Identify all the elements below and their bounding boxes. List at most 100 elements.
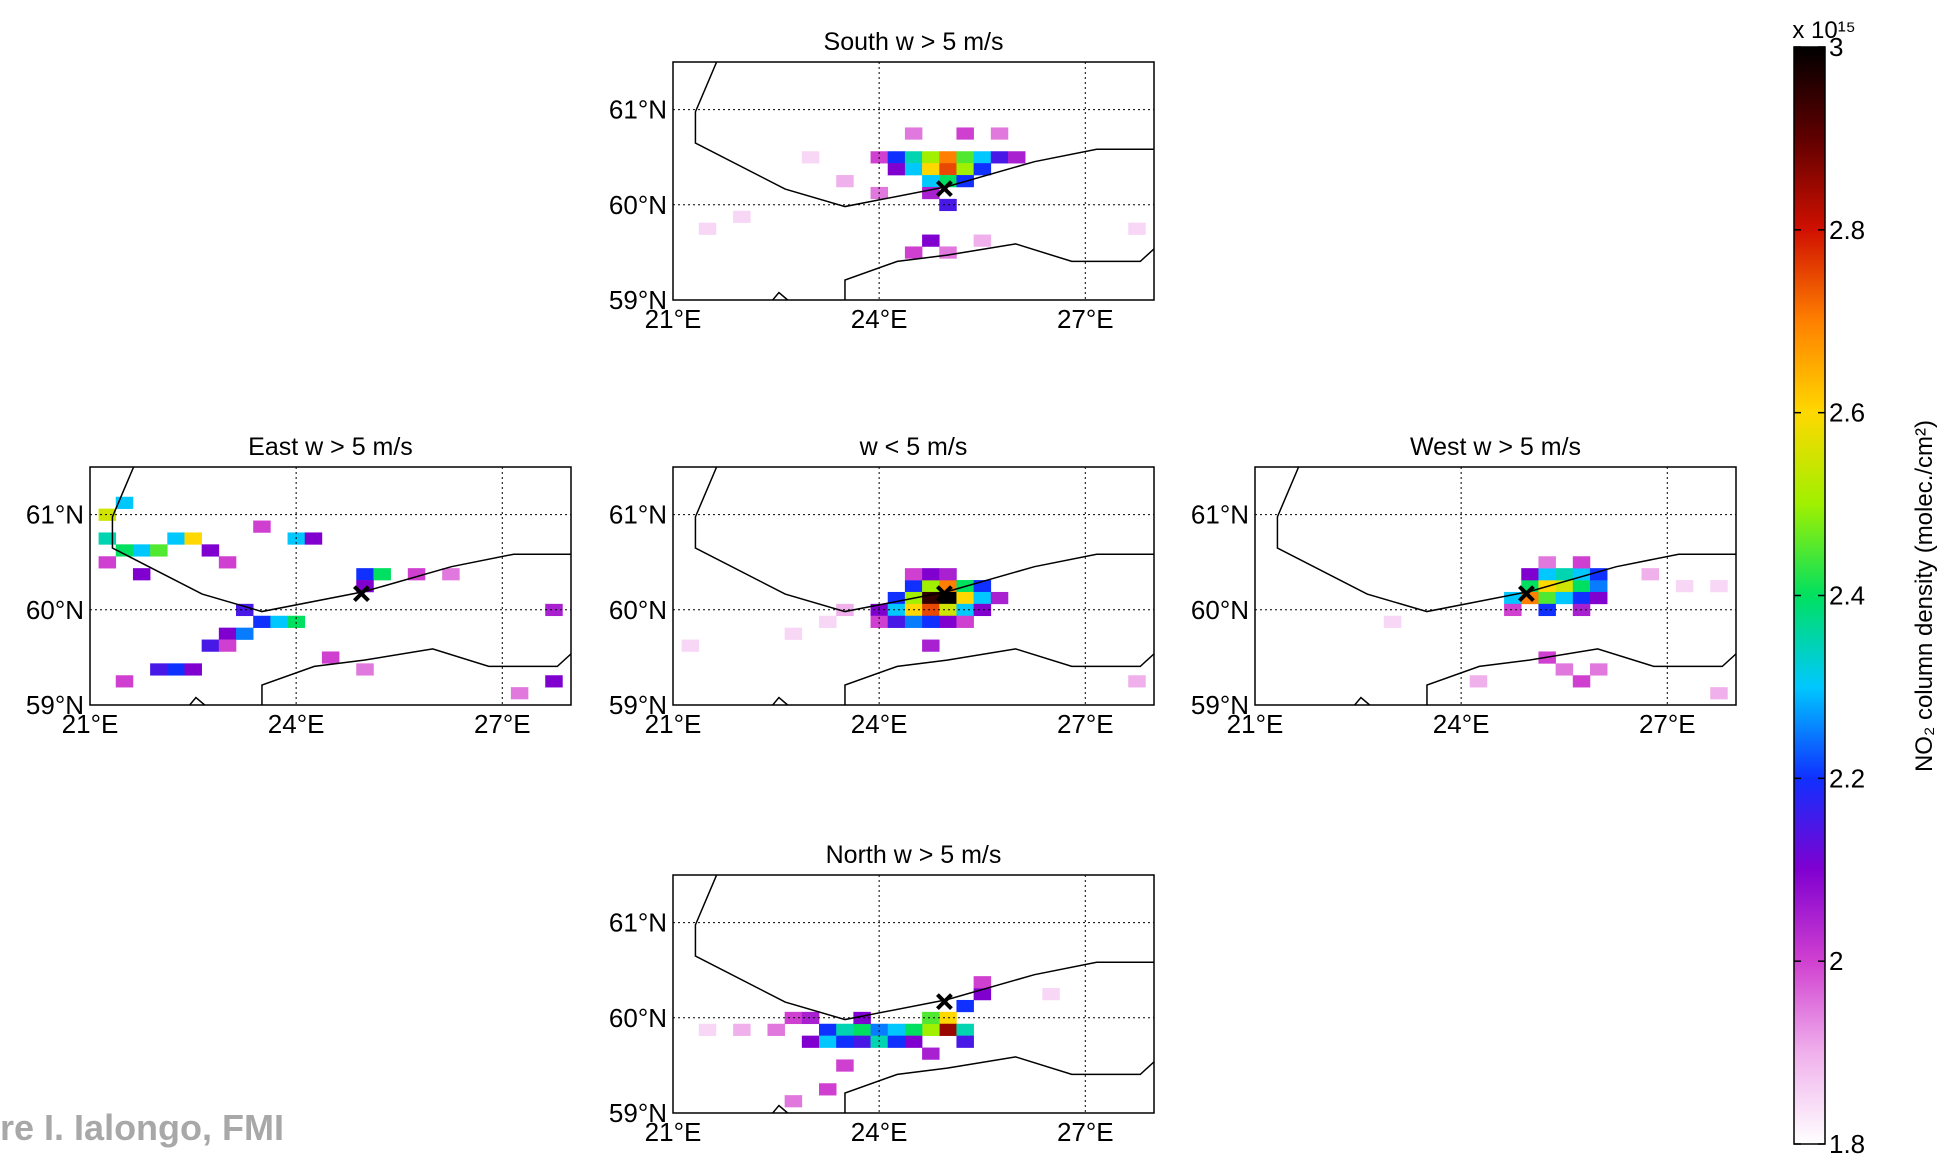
heat-cell bbox=[698, 1023, 717, 1036]
heat-cell bbox=[1128, 222, 1146, 235]
heat-cell bbox=[956, 1023, 974, 1036]
heat-cell bbox=[218, 627, 237, 640]
heat-cell bbox=[1383, 615, 1402, 628]
map-panel: South w > 5 m/s 21°E 24°E 27°E 59°N 60°N 61°N bbox=[609, 28, 1155, 334]
heat-cell bbox=[767, 1023, 785, 1036]
heat-cell bbox=[1675, 580, 1694, 593]
axes-frame bbox=[672, 61, 1155, 301]
plot-area bbox=[90, 467, 571, 705]
heat-cell bbox=[287, 615, 306, 628]
x-tick-label: 27°E bbox=[1057, 304, 1114, 334]
heat-cell bbox=[1572, 556, 1591, 569]
colorbar-tick-label: 1.8 bbox=[1829, 1129, 1865, 1159]
heat-cell bbox=[304, 532, 323, 545]
heat-cell bbox=[904, 1023, 923, 1036]
heat-cell bbox=[236, 627, 254, 640]
heat-cell bbox=[1641, 568, 1659, 581]
colorbar-tick-label: 2.8 bbox=[1829, 215, 1865, 245]
panel-title: South w > 5 m/s bbox=[824, 28, 1004, 56]
heat-cell bbox=[904, 580, 923, 593]
heat-cell bbox=[1538, 568, 1556, 581]
y-tick-label: 61°N bbox=[609, 908, 667, 938]
heat-cell bbox=[218, 639, 237, 652]
heat-cell bbox=[1555, 568, 1574, 581]
heat-cell bbox=[819, 615, 837, 628]
y-tick-label: 60°N bbox=[1191, 595, 1249, 625]
heat-cell bbox=[1572, 591, 1591, 605]
heat-cell bbox=[150, 544, 168, 557]
heat-cell bbox=[373, 568, 391, 581]
heat-cell bbox=[939, 151, 957, 164]
heat-cell bbox=[356, 663, 374, 676]
heat-cell bbox=[1504, 603, 1522, 617]
plot-area bbox=[673, 467, 1154, 705]
heat-cell bbox=[990, 151, 1009, 164]
axes-frame bbox=[672, 874, 1155, 1114]
heat-cell bbox=[922, 580, 940, 593]
heat-cell bbox=[887, 163, 906, 176]
heat-cell bbox=[510, 687, 529, 700]
heat-cell bbox=[1555, 663, 1574, 676]
heat-cell bbox=[939, 163, 957, 176]
heat-cell bbox=[236, 603, 254, 617]
panel-title: West w > 5 m/s bbox=[1410, 433, 1581, 461]
colorbar-tick-label: 2.2 bbox=[1829, 763, 1865, 793]
heat-cell bbox=[545, 675, 563, 688]
heat-cell bbox=[1589, 580, 1608, 593]
x-tick-label: 24°E bbox=[1433, 709, 1490, 739]
heat-cell bbox=[819, 1023, 837, 1036]
heat-cell bbox=[853, 1035, 871, 1048]
heat-cell bbox=[973, 603, 992, 617]
heat-cell bbox=[973, 976, 992, 989]
heat-cell bbox=[939, 615, 957, 628]
panel-title: w < 5 m/s bbox=[859, 433, 968, 461]
map-panel: West w > 5 m/s 21°E 24°E 27°E 59°N 60°N 61°N bbox=[1191, 433, 1737, 739]
y-tick-label: 61°N bbox=[26, 500, 84, 530]
heat-cell bbox=[836, 1023, 854, 1036]
y-tick-label: 59°N bbox=[26, 690, 84, 720]
heat-cell bbox=[887, 1023, 906, 1036]
heat-cell bbox=[201, 639, 220, 652]
colorbar-exponent: x 10¹⁵ bbox=[1792, 17, 1855, 44]
heat-cell bbox=[956, 163, 974, 176]
heat-cell bbox=[904, 615, 923, 628]
heat-cell bbox=[150, 663, 168, 676]
x-tick-label: 27°E bbox=[474, 709, 531, 739]
heat-cell bbox=[681, 639, 700, 652]
axes-frame bbox=[89, 466, 572, 706]
heat-cell bbox=[887, 615, 906, 628]
heat-cell bbox=[1128, 675, 1146, 688]
x-tick-label: 24°E bbox=[851, 1117, 908, 1147]
heat-cell bbox=[356, 580, 374, 593]
heat-cell bbox=[784, 1095, 803, 1108]
heat-cell bbox=[904, 568, 923, 581]
x-tick-label: 21°E bbox=[645, 304, 702, 334]
x-tick-label: 24°E bbox=[851, 304, 908, 334]
heat-cell bbox=[922, 163, 940, 176]
heat-cell bbox=[819, 1035, 837, 1048]
x-tick-label: 21°E bbox=[645, 709, 702, 739]
heat-cell bbox=[836, 1059, 854, 1072]
heat-cell bbox=[184, 532, 202, 545]
heat-cell bbox=[545, 603, 563, 617]
heat-cell bbox=[1469, 675, 1488, 688]
heat-cell bbox=[904, 1035, 923, 1048]
heat-cell bbox=[922, 1047, 940, 1060]
heat-cell bbox=[115, 675, 134, 688]
y-tick-label: 61°N bbox=[1191, 500, 1249, 530]
heat-cell bbox=[184, 663, 202, 676]
map-panel: East w > 5 m/s 21°E 24°E 27°E 59°N 60°N 61°N bbox=[26, 433, 572, 739]
heat-cell bbox=[1572, 580, 1591, 593]
heat-cell bbox=[1538, 603, 1556, 617]
heat-cell bbox=[356, 568, 374, 581]
heat-cell bbox=[939, 246, 957, 259]
heat-cell bbox=[939, 175, 957, 188]
heat-cell bbox=[1538, 591, 1556, 605]
plot-area bbox=[1255, 467, 1736, 705]
heat-cell bbox=[887, 151, 906, 164]
heat-cell bbox=[1589, 663, 1608, 676]
y-tick-label: 59°N bbox=[609, 1098, 667, 1128]
heat-cell bbox=[733, 210, 751, 223]
colorbar-tick-label: 2.4 bbox=[1829, 581, 1865, 611]
colorbar-tick-label: 2.6 bbox=[1829, 398, 1865, 428]
